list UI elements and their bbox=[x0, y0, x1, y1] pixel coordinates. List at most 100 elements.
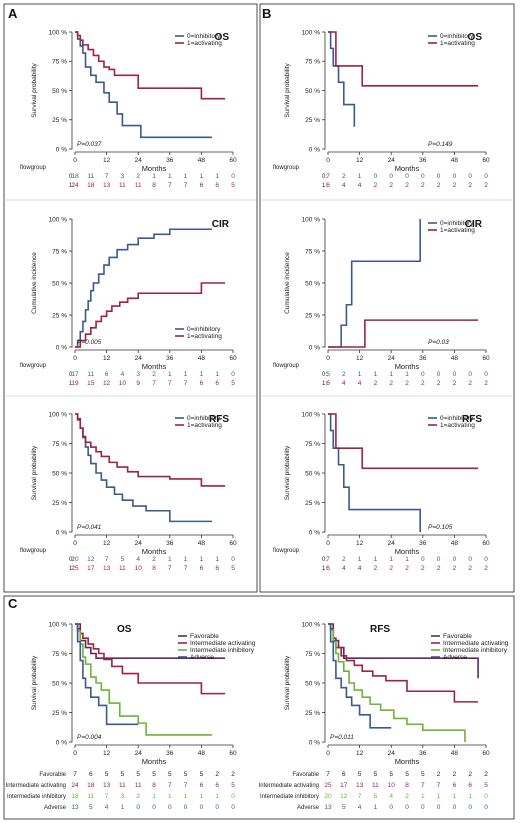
x-tick-label: 48 bbox=[198, 355, 206, 362]
x-tick-label: 12 bbox=[356, 355, 364, 362]
risk-value: 0 bbox=[453, 371, 457, 378]
risk-row-label: 0: bbox=[322, 372, 327, 378]
risk-value: 1 bbox=[374, 556, 378, 563]
chart-panel-7: C0 %25 %50 %75 %100 %0 12 24 36 48 60Survival… bbox=[6, 596, 256, 811]
y-tick-label: 100 % bbox=[302, 29, 321, 36]
risk-value: 2 bbox=[421, 380, 425, 387]
x-tick-label: 48 bbox=[198, 157, 206, 164]
risk-value: 2 bbox=[453, 380, 457, 387]
risk-value: 2 bbox=[468, 380, 472, 387]
series-line-3 bbox=[328, 623, 466, 742]
series-line-2 bbox=[75, 31, 226, 100]
risk-row-label: 0: bbox=[322, 557, 327, 563]
x-tick-label: 0 bbox=[73, 540, 77, 547]
risk-value: 5 bbox=[89, 804, 93, 811]
risk-value: 5 bbox=[231, 782, 235, 789]
risk-value: 11 bbox=[87, 173, 94, 180]
risk-value: 0 bbox=[389, 804, 393, 811]
risk-value: 5 bbox=[484, 782, 488, 789]
risk-value: 13 bbox=[71, 804, 79, 811]
risk-value: 2 bbox=[453, 771, 457, 778]
y-tick-label: 50 % bbox=[305, 280, 320, 287]
risk-value: 4 bbox=[358, 804, 362, 811]
risk-value: 18 bbox=[71, 173, 79, 180]
risk-value: 2 bbox=[437, 380, 441, 387]
risk-value: 7 bbox=[437, 782, 441, 789]
y-tick-label: 0 % bbox=[56, 344, 67, 351]
risk-value: 10 bbox=[135, 565, 143, 572]
x-axis-label: Months bbox=[395, 547, 420, 556]
y-axis-label: Cumulative incidence bbox=[31, 252, 38, 314]
chart-title: CIR bbox=[212, 219, 230, 230]
risk-value: 0 bbox=[484, 804, 488, 811]
risk-value: 8 bbox=[152, 782, 156, 789]
x-tick-label: 36 bbox=[166, 355, 174, 362]
risk-value: 4 bbox=[105, 804, 109, 811]
risk-value: 0 bbox=[437, 371, 441, 378]
risk-value: 0 bbox=[484, 793, 488, 800]
x-tick-label: 24 bbox=[135, 157, 143, 164]
risk-value: 7 bbox=[358, 793, 362, 800]
x-tick-label: 48 bbox=[451, 355, 459, 362]
panel-letter: B bbox=[262, 6, 271, 21]
risk-value: 2 bbox=[421, 182, 425, 189]
x-axis-label: Months bbox=[142, 164, 167, 173]
risk-value: 2 bbox=[136, 173, 140, 180]
risk-value: 5 bbox=[358, 771, 362, 778]
risk-value: 18 bbox=[87, 182, 95, 189]
risk-value: 11 bbox=[87, 793, 94, 800]
p-value: P=0.011 bbox=[330, 734, 354, 741]
risk-value: 7 bbox=[326, 556, 330, 563]
y-tick-label: 25 % bbox=[52, 500, 67, 507]
risk-value: 2 bbox=[374, 182, 378, 189]
risk-row-label: Intermediate inhibitory bbox=[260, 794, 319, 800]
risk-value: 0 bbox=[152, 804, 156, 811]
risk-value: 0 bbox=[437, 173, 441, 180]
p-value: P=0.041 bbox=[77, 524, 102, 531]
risk-value: 5 bbox=[121, 556, 125, 563]
chart-panel-6: 0 %25 %50 %75 %100 %0 12 24 36 48 60Survival … bbox=[273, 411, 490, 572]
legend-label: 1=activating bbox=[187, 333, 222, 340]
risk-value: 0 bbox=[421, 173, 425, 180]
risk-value: 2 bbox=[215, 771, 219, 778]
panel-frame-b bbox=[259, 3, 515, 593]
x-tick-label: 24 bbox=[135, 355, 143, 362]
risk-value: 3 bbox=[121, 173, 125, 180]
risk-value: 0 bbox=[231, 793, 235, 800]
risk-value: 13 bbox=[103, 565, 111, 572]
risk-value: 0 bbox=[484, 371, 488, 378]
risk-value: 7 bbox=[168, 565, 172, 572]
legend-label: Intermediate activating bbox=[190, 640, 256, 647]
y-tick-label: 75 % bbox=[52, 651, 67, 658]
series-line-1 bbox=[75, 413, 212, 523]
risk-value: 7 bbox=[105, 173, 109, 180]
y-tick-label: 50 % bbox=[52, 470, 67, 477]
risk-table-label: flowgroup bbox=[20, 363, 47, 369]
y-tick-label: 25 % bbox=[52, 710, 67, 717]
x-tick-label: 24 bbox=[388, 750, 396, 757]
risk-value: 13 bbox=[324, 804, 332, 811]
risk-value: 0 bbox=[468, 173, 472, 180]
risk-value: 4 bbox=[358, 380, 362, 387]
risk-value: 11 bbox=[135, 182, 142, 189]
risk-value: 5 bbox=[121, 771, 125, 778]
risk-value: 0 bbox=[405, 173, 409, 180]
risk-value: 2 bbox=[136, 793, 140, 800]
risk-value: 4 bbox=[342, 182, 346, 189]
chart-panel-2: B0 %25 %50 %75 %100 %0 12 24 36 48 60Survival… bbox=[262, 6, 490, 189]
risk-value: 12 bbox=[340, 793, 348, 800]
y-tick-label: 50 % bbox=[305, 88, 320, 95]
legend-label: Favorable bbox=[443, 633, 472, 640]
risk-value: 20 bbox=[324, 793, 332, 800]
risk-value: 1 bbox=[168, 556, 172, 563]
y-tick-label: 50 % bbox=[305, 470, 320, 477]
risk-value: 1 bbox=[168, 173, 172, 180]
y-tick-label: 100 % bbox=[49, 621, 68, 628]
risk-value: 18 bbox=[71, 793, 79, 800]
risk-row-label: 1: bbox=[69, 566, 74, 572]
risk-value: 2 bbox=[389, 565, 393, 572]
risk-value: 1 bbox=[200, 173, 204, 180]
risk-value: 2 bbox=[342, 173, 346, 180]
chart-title: RFS bbox=[462, 414, 482, 425]
